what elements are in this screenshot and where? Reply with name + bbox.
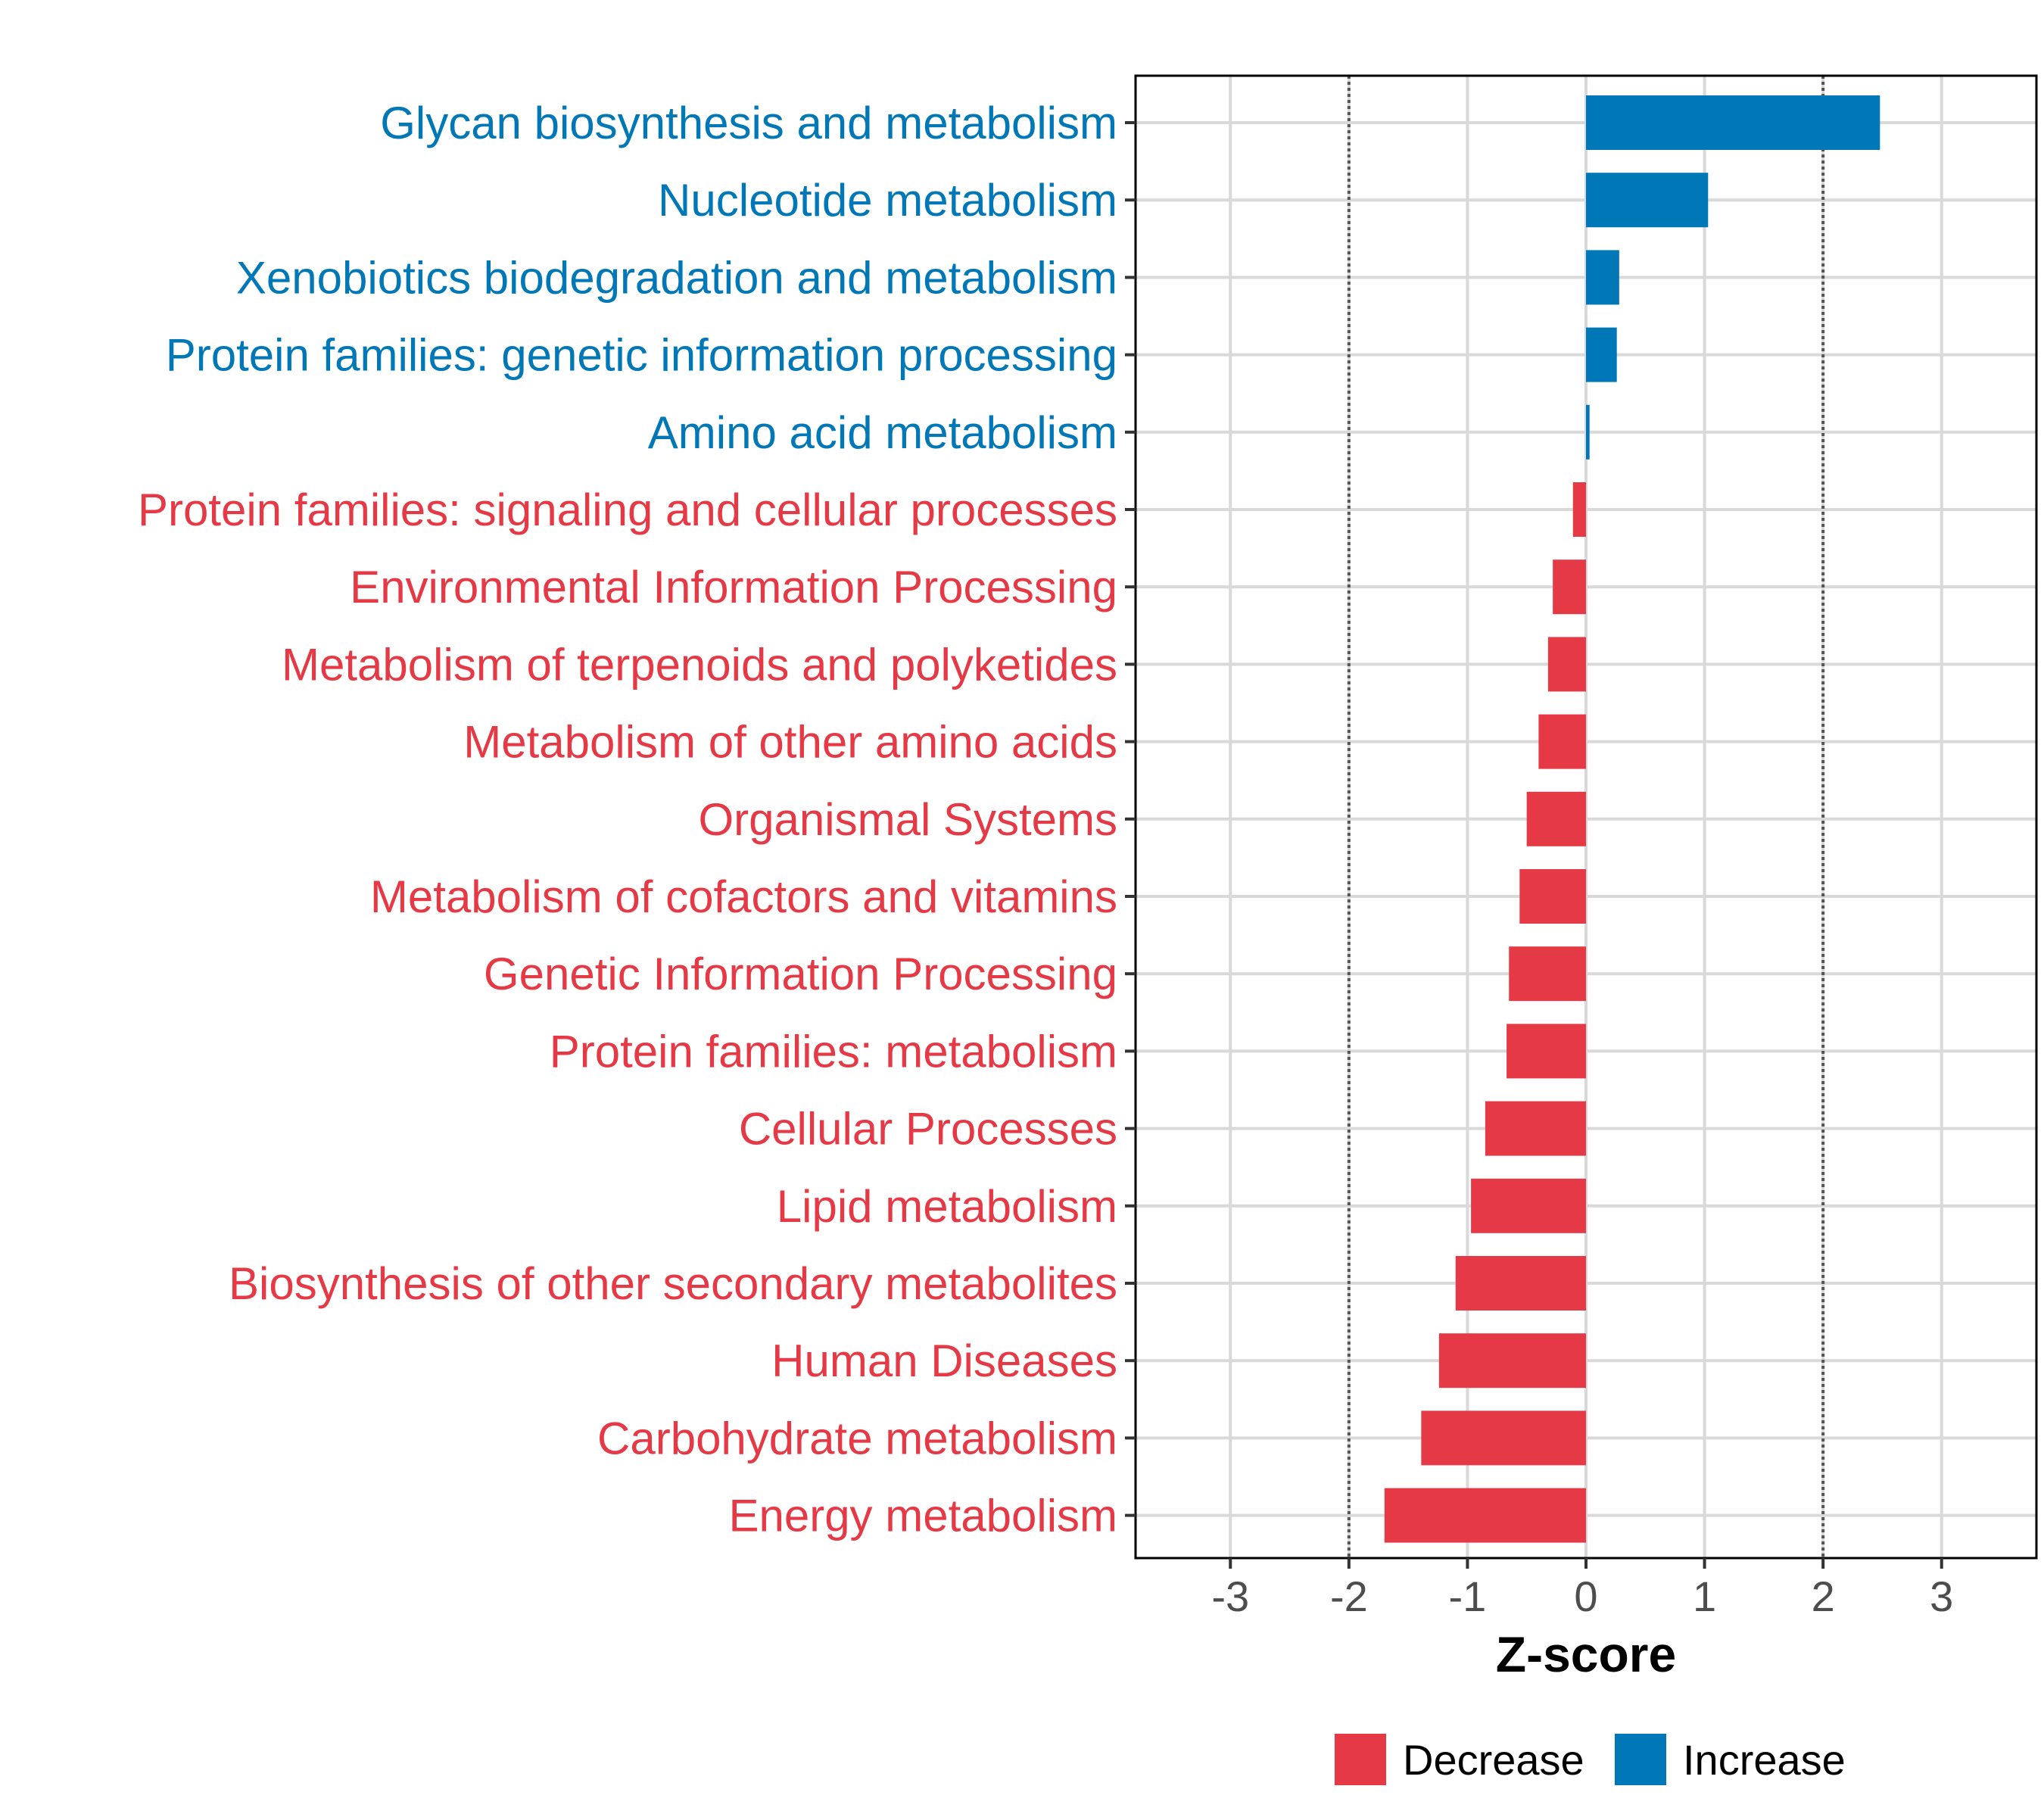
- category-label: Genetic Information Processing: [484, 949, 1117, 999]
- category-label: Environmental Information Processing: [350, 562, 1117, 612]
- category-label: Protein families: signaling and cellular…: [138, 485, 1117, 535]
- category-label: Metabolism of terpenoids and polyketides: [282, 639, 1117, 690]
- category-label: Lipid metabolism: [777, 1181, 1117, 1232]
- category-label: Cellular Processes: [739, 1104, 1117, 1155]
- threshold-lines: [1347, 76, 1825, 1558]
- bar-environmental-information-processing: [1553, 559, 1586, 615]
- y-axis-ticks: Glycan biosynthesis and metabolism Nucleo…: [138, 98, 1136, 1541]
- category-label: Glycan biosynthesis and metabolism: [380, 98, 1117, 148]
- bar-metabolism-of-cofactors-and-vitamins: [1519, 869, 1586, 924]
- bar-metabolism-of-terpenoids-and-polyketides: [1547, 637, 1586, 692]
- bar-human-diseases: [1438, 1333, 1586, 1388]
- legend-label-decrease: Decrease: [1403, 1736, 1584, 1784]
- category-label: Human Diseases: [771, 1335, 1117, 1386]
- legend-swatch-decrease: [1335, 1734, 1386, 1785]
- x-tick-label: -3: [1211, 1572, 1249, 1620]
- x-axis-ticks: -3 -2 -1 0 1 2 3: [1211, 1558, 1953, 1620]
- category-label: Energy metabolism: [728, 1491, 1117, 1541]
- bar-glycan-biosynthesis-and-metabolism: [1586, 95, 1880, 150]
- bar-protein-families-signaling-and-cellular-processes: [1572, 482, 1586, 537]
- bar-carbohydrate-metabolism: [1421, 1410, 1586, 1466]
- bars: [1384, 95, 1880, 1543]
- x-tick-label: 0: [1574, 1572, 1597, 1620]
- bar-amino-acid-metabolism: [1586, 404, 1590, 460]
- category-label: Metabolism of other amino acids: [463, 717, 1117, 768]
- x-tick-label: 1: [1693, 1572, 1716, 1620]
- legend: Decrease Increase: [1335, 1734, 1846, 1785]
- bar-metabolism-of-other-amino-acids: [1538, 714, 1586, 769]
- x-tick-label: 3: [1930, 1572, 1953, 1620]
- bar-xenobiotics-biodegradation-and-metabolism: [1586, 250, 1619, 305]
- category-label: Protein families: metabolism: [550, 1026, 1117, 1077]
- legend-swatch-increase: [1615, 1734, 1666, 1785]
- bar-energy-metabolism: [1384, 1488, 1586, 1543]
- bar-biosynthesis-of-other-secondary-metabolites: [1455, 1256, 1586, 1311]
- category-label: Nucleotide metabolism: [658, 175, 1117, 226]
- bar-cellular-processes: [1485, 1101, 1586, 1156]
- x-tick-label: -1: [1449, 1572, 1487, 1620]
- category-label: Amino acid metabolism: [648, 407, 1117, 458]
- category-label: Organismal Systems: [699, 794, 1117, 845]
- category-label: Xenobiotics biodegradation and metabolis…: [236, 252, 1117, 303]
- category-label: Protein families: genetic information pr…: [166, 330, 1117, 381]
- x-tick-label: -2: [1330, 1572, 1368, 1620]
- x-axis-title: Z-score: [1496, 1626, 1676, 1682]
- x-tick-label: 2: [1812, 1572, 1835, 1620]
- category-label: Carbohydrate metabolism: [597, 1413, 1117, 1463]
- legend-label-increase: Increase: [1683, 1736, 1846, 1784]
- bar-nucleotide-metabolism: [1586, 173, 1709, 228]
- category-label: Metabolism of cofactors and vitamins: [370, 871, 1117, 922]
- category-label: Biosynthesis of other secondary metaboli…: [229, 1258, 1117, 1309]
- bar-protein-families-genetic-information-processing: [1586, 327, 1617, 382]
- bar-genetic-information-processing: [1509, 946, 1586, 1002]
- bar-protein-families-metabolism: [1507, 1024, 1586, 1079]
- bar-lipid-metabolism: [1471, 1178, 1586, 1233]
- bar-organismal-systems: [1526, 791, 1586, 846]
